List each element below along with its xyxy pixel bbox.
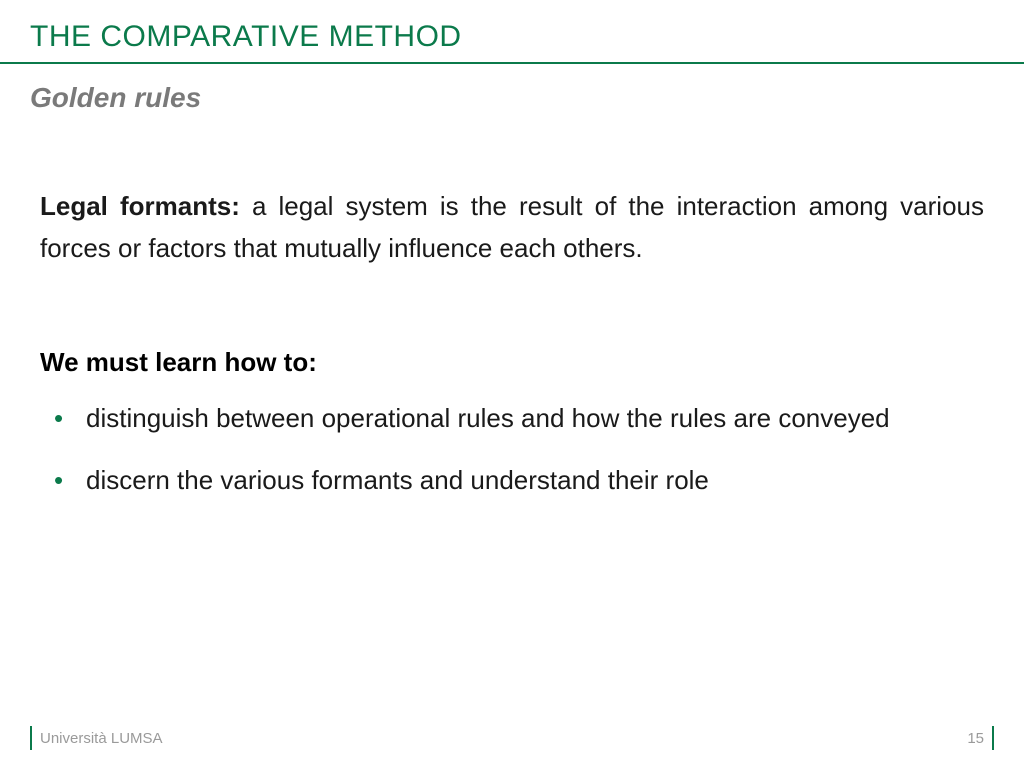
body-paragraph: Legal formants: a legal system is the re…	[40, 186, 984, 269]
slide-title: THE COMPARATIVE METHOD	[30, 20, 994, 62]
footer-accent-bar	[992, 726, 994, 750]
paragraph-lead: Legal formants:	[40, 191, 240, 221]
footer-institution: Università LUMSA	[32, 730, 171, 747]
list-item: distinguish between operational rules an…	[40, 398, 984, 438]
slide: THE COMPARATIVE METHOD Golden rules Lega…	[0, 0, 1024, 768]
footer-right: 15	[959, 726, 994, 750]
slide-subtitle: Golden rules	[30, 82, 994, 114]
slide-footer: Università LUMSA 15	[30, 722, 994, 750]
list-item: discern the various formants and underst…	[40, 460, 984, 500]
footer-left: Università LUMSA	[30, 726, 171, 750]
page-number: 15	[959, 730, 992, 747]
title-underline	[0, 62, 1024, 64]
slide-body: Legal formants: a legal system is the re…	[30, 186, 994, 501]
list-heading: We must learn how to:	[40, 347, 984, 378]
bullet-list: distinguish between operational rules an…	[40, 398, 984, 501]
